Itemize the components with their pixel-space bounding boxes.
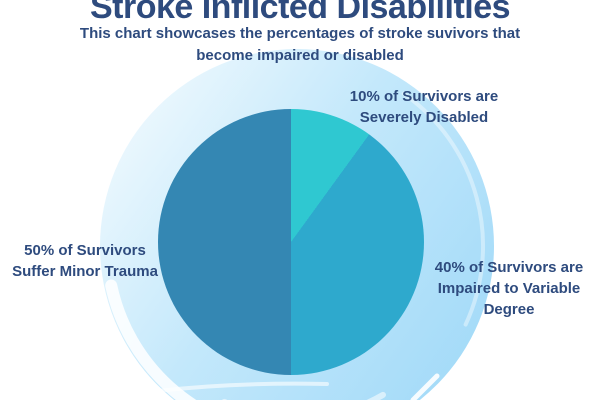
callout-line: Severely Disabled: [359, 109, 489, 126]
callout-line: 50% of Survivors: [24, 242, 146, 259]
callout-line: Degree: [483, 301, 535, 318]
subtitle-line: become impaired or disabled: [196, 47, 404, 64]
callout-line: 10% of Survivors are: [349, 88, 499, 105]
subtitle-line: This chart showcases the percentages of …: [79, 25, 521, 42]
callout-line: Impaired to Variable: [437, 280, 581, 297]
page-title: Stroke Inflicted Disabilities: [89, 0, 511, 26]
callout-line: Suffer Minor Trauma: [12, 263, 158, 280]
brush-stroke: [410, 373, 440, 400]
brush-stroke: [155, 381, 329, 393]
label-minor-trauma: 50% of Survivors Suffer Minor Trauma: [0, 240, 170, 282]
brush-stroke: [401, 91, 486, 327]
label-impaired-variable: 40% of Survivors are Impaired to Variabl…: [420, 257, 598, 320]
pie-chart: [158, 109, 424, 375]
callout-line: 40% of Survivors are: [434, 259, 584, 276]
page-subtitle: This chart showcases the percentages of …: [0, 23, 600, 67]
label-severely-disabled: 10% of Survivors are Severely Disabled: [339, 86, 509, 128]
